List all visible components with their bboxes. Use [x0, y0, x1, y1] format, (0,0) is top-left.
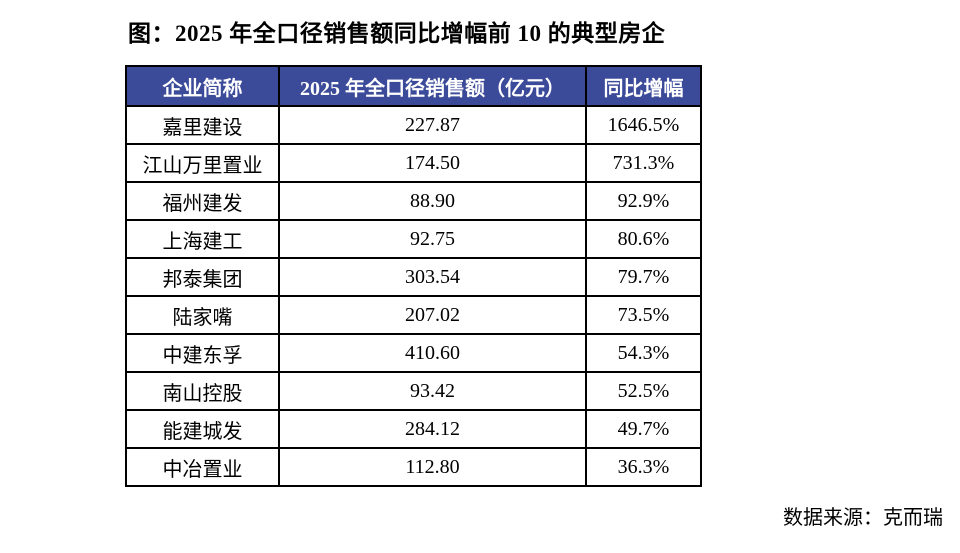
column-header-yoy: 同比增幅	[585, 65, 702, 107]
table-row: 江山万里置业 174.50 731.3%	[125, 143, 702, 183]
column-header-sales: 2025 年全口径销售额（亿元）	[278, 65, 587, 107]
sales-cell: 93.42	[278, 371, 587, 411]
table-row: 中建东孚 410.60 54.3%	[125, 333, 702, 373]
sales-cell: 112.80	[278, 447, 587, 487]
yoy-cell: 731.3%	[585, 143, 702, 183]
yoy-cell: 92.9%	[585, 181, 702, 221]
table-row: 福州建发 88.90 92.9%	[125, 181, 702, 221]
figure-title: 图：2025 年全口径销售额同比增幅前 10 的典型房企	[128, 21, 666, 46]
table-row: 上海建工 92.75 80.6%	[125, 219, 702, 259]
table-row: 邦泰集团 303.54 79.7%	[125, 257, 702, 297]
yoy-cell: 79.7%	[585, 257, 702, 297]
sales-cell: 88.90	[278, 181, 587, 221]
yoy-cell: 36.3%	[585, 447, 702, 487]
sales-cell: 207.02	[278, 295, 587, 335]
company-cell: 中冶置业	[125, 447, 280, 487]
table-header-row: 企业简称 2025 年全口径销售额（亿元） 同比增幅	[125, 65, 702, 107]
yoy-cell: 54.3%	[585, 333, 702, 373]
table-body: 嘉里建设 227.87 1646.5% 江山万里置业 174.50 731.3% 福州建发 8…	[125, 105, 702, 487]
sales-cell: 284.12	[278, 409, 587, 449]
company-cell: 陆家嘴	[125, 295, 280, 335]
company-cell: 南山控股	[125, 371, 280, 411]
company-cell: 江山万里置业	[125, 143, 280, 183]
yoy-cell: 49.7%	[585, 409, 702, 449]
sales-cell: 92.75	[278, 219, 587, 259]
company-cell: 嘉里建设	[125, 105, 280, 145]
sales-cell: 410.60	[278, 333, 587, 373]
column-header-company: 企业简称	[125, 65, 280, 107]
table-row: 嘉里建设 227.87 1646.5%	[125, 105, 702, 145]
company-cell: 邦泰集团	[125, 257, 280, 297]
company-cell: 中建东孚	[125, 333, 280, 373]
table-row: 南山控股 93.42 52.5%	[125, 371, 702, 411]
sales-cell: 174.50	[278, 143, 587, 183]
yoy-cell: 73.5%	[585, 295, 702, 335]
table-row: 中冶置业 112.80 36.3%	[125, 447, 702, 487]
yoy-cell: 52.5%	[585, 371, 702, 411]
company-cell: 上海建工	[125, 219, 280, 259]
table-row: 陆家嘴 207.02 73.5%	[125, 295, 702, 335]
data-source-note: 数据来源：克而瑞	[783, 507, 943, 529]
yoy-cell: 1646.5%	[585, 105, 702, 145]
company-cell: 福州建发	[125, 181, 280, 221]
sales-cell: 303.54	[278, 257, 587, 297]
table-row: 能建城发 284.12 49.7%	[125, 409, 702, 449]
yoy-cell: 80.6%	[585, 219, 702, 259]
sales-cell: 227.87	[278, 105, 587, 145]
company-cell: 能建城发	[125, 409, 280, 449]
sales-growth-table: 企业简称 2025 年全口径销售额（亿元） 同比增幅 嘉里建设 227.87 164…	[125, 65, 702, 487]
